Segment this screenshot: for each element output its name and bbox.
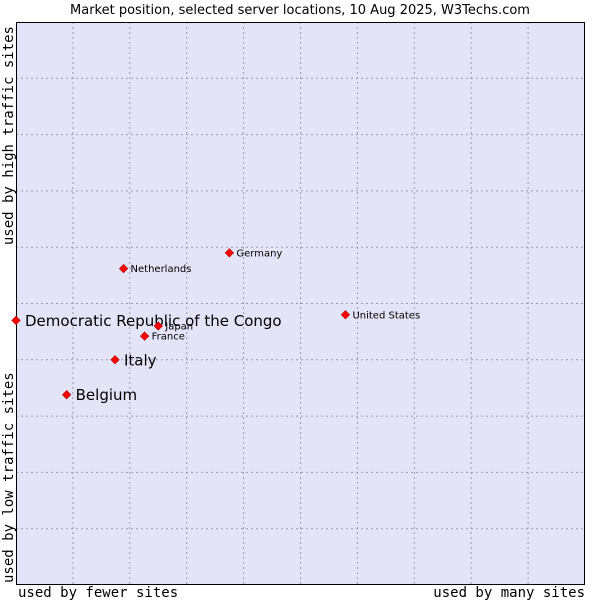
data-point-label: Belgium [76, 386, 137, 404]
data-point-marker [118, 263, 129, 274]
data-point-label: Netherlands [131, 264, 192, 275]
data-point-marker [340, 310, 351, 320]
data-point-label: Democratic Republic of the Congo [25, 312, 282, 330]
data-point-marker [139, 331, 150, 341]
data-point-label: United States [352, 310, 420, 321]
y-axis-label-bottom: used by low traffic sites [1, 372, 17, 583]
plot-border [16, 22, 585, 585]
data-point-marker [224, 248, 234, 258]
data-point-label: Germany [236, 248, 282, 259]
y-axis-label-top: used by high traffic sites [1, 26, 17, 245]
data-point-marker [11, 315, 21, 326]
chart-title: Market position, selected server locatio… [70, 3, 530, 18]
data-point-label: Italy [124, 351, 157, 369]
x-axis-label-left: used by fewer sites [18, 585, 178, 600]
data-point-marker [62, 390, 72, 400]
data-points: Democratic Republic of the Congo Italy Bel… [11, 248, 420, 404]
data-point-marker [110, 355, 120, 365]
data-point-label: France [152, 332, 185, 343]
x-axis-label-right: used by many sites [433, 585, 585, 600]
data-point-label: Japan [164, 322, 193, 333]
data-point-marker [153, 321, 163, 331]
grid-lines [16, 22, 585, 585]
